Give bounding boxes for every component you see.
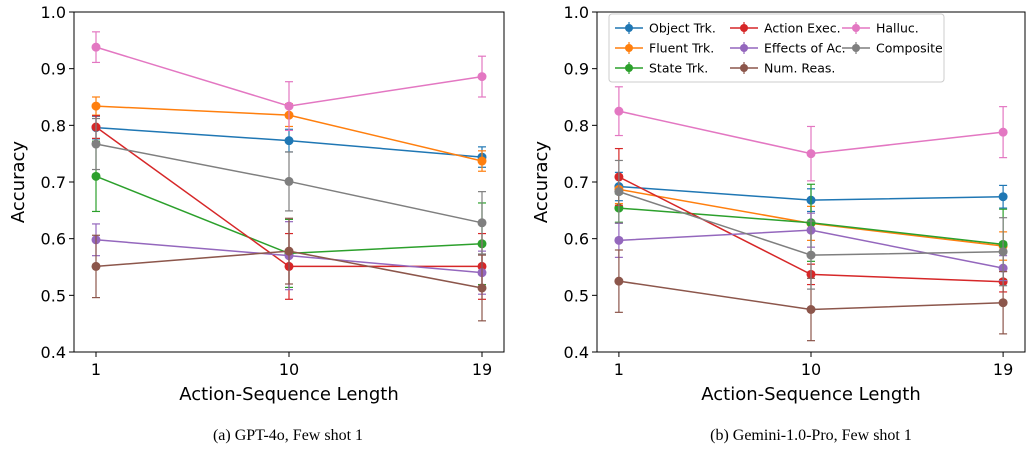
series-halluc <box>91 31 487 132</box>
legend-item-fluent-trk: Fluent Trk. <box>615 41 714 56</box>
legend-item-state-trk: State Trk. <box>615 61 708 76</box>
legend-label: Fluent Trk. <box>649 41 714 56</box>
x-tick-label: 10 <box>279 360 299 379</box>
series-composite <box>91 117 487 255</box>
legend-swatch-marker <box>852 44 860 52</box>
x-axis-label: Action-Sequence Length <box>701 384 920 405</box>
legend-swatch-marker <box>852 24 860 32</box>
legend-item-composite: Composite <box>842 41 943 56</box>
data-point <box>806 250 816 260</box>
data-point <box>91 139 101 149</box>
x-axis-label: Action-Sequence Length <box>179 384 398 405</box>
data-point <box>477 218 487 228</box>
y-tick-label: 0.8 <box>564 116 589 135</box>
y-tick-label: 0.4 <box>41 343 66 362</box>
data-point <box>284 176 294 186</box>
legend-label: Effects of Ac. <box>764 41 846 56</box>
legend-swatch-marker <box>740 64 748 72</box>
data-point <box>477 72 487 82</box>
x-tick-label: 19 <box>472 360 492 379</box>
data-point <box>284 246 294 256</box>
legend-swatch-marker <box>740 24 748 32</box>
y-tick-label: 0.6 <box>564 230 589 249</box>
y-tick-label: 0.5 <box>564 286 589 305</box>
legend-label: Composite <box>876 41 943 56</box>
y-tick-label: 0.9 <box>564 60 589 79</box>
legend-label: Halluc. <box>876 21 919 36</box>
panel-b: 0.4 0.5 0.6 0.7 0.8 0.9 1.0 1 10 19 Action-Sequenc… <box>531 3 1026 444</box>
y-tick-label: 1.0 <box>41 3 66 22</box>
data-point <box>614 276 624 286</box>
series-num-reas <box>91 217 487 322</box>
y-tick-label: 0.9 <box>41 60 66 79</box>
legend-item-num-reas: Num. Reas. <box>730 61 835 76</box>
legend-label: Action Exec. <box>764 21 841 36</box>
data-point <box>91 101 101 111</box>
y-tick-label: 0.8 <box>41 116 66 135</box>
data-point <box>614 106 624 116</box>
x-tick-label: 10 <box>801 360 821 379</box>
caption: (a) GPT-4o, Few shot 1 <box>213 427 363 444</box>
series-composite <box>614 159 1008 290</box>
data-point <box>284 136 294 146</box>
data-point <box>998 192 1008 202</box>
panel-a: 0.4 0.5 0.6 0.7 0.8 0.9 1.0 1 10 19 Action-Sequenc… <box>8 3 505 444</box>
legend-item-object-trk: Object Trk. <box>615 21 716 36</box>
data-point <box>477 283 487 293</box>
data-point <box>91 171 101 181</box>
legend: Object Trk. Fluent Trk. State Trk. Action E… <box>608 13 945 83</box>
y-tick-label: 0.7 <box>41 173 66 192</box>
legend-label: Object Trk. <box>649 21 716 36</box>
legend-swatch-marker <box>625 64 633 72</box>
y-tick-label: 0.5 <box>41 286 66 305</box>
data-point <box>477 156 487 166</box>
y-tick-label: 0.4 <box>564 343 589 362</box>
y-tick-label: 0.7 <box>564 173 589 192</box>
series-halluc <box>614 86 1008 182</box>
data-point <box>998 247 1008 257</box>
data-point <box>806 149 816 159</box>
legend-label: Num. Reas. <box>764 61 835 76</box>
legend-item-effects-of-ac: Effects of Ac. <box>730 41 846 56</box>
x-tick-label: 19 <box>993 360 1013 379</box>
legend-frame <box>608 13 945 83</box>
y-tick-label: 0.6 <box>41 230 66 249</box>
x-tick-label: 1 <box>91 360 101 379</box>
data-point <box>91 261 101 271</box>
y-axis-label: Accuracy <box>8 141 29 224</box>
x-tick-label: 1 <box>614 360 624 379</box>
data-point <box>284 101 294 111</box>
y-tick-label: 1.0 <box>564 3 589 22</box>
legend-swatch-marker <box>625 24 633 32</box>
legend-swatch-marker <box>740 44 748 52</box>
y-axis-label: Accuracy <box>531 141 552 224</box>
data-point <box>998 298 1008 308</box>
data-point <box>806 305 816 314</box>
legend-label: State Trk. <box>649 61 708 76</box>
data-point <box>91 42 101 52</box>
data-point <box>998 127 1008 137</box>
legend-item-action-exec: Action Exec. <box>730 21 841 36</box>
legend-item-halluc: Halluc. <box>842 21 919 36</box>
legend-swatch-marker <box>625 44 633 52</box>
caption: (b) Gemini-1.0-Pro, Few shot 1 <box>710 427 912 444</box>
data-point <box>614 187 624 197</box>
data-point <box>614 235 624 245</box>
